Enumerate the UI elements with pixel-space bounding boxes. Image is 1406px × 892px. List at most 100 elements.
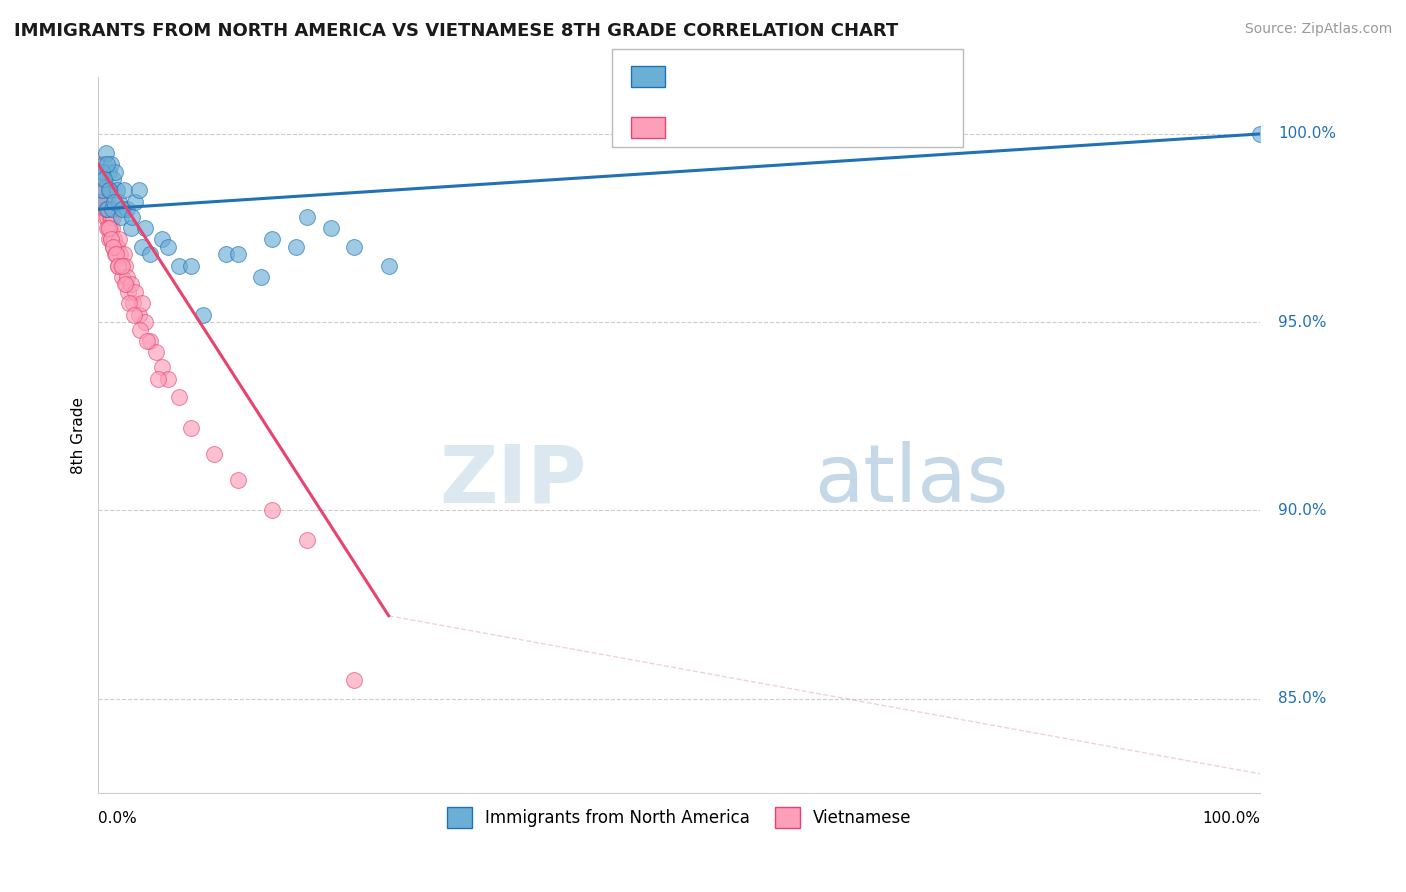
Point	[100, 232, 122, 246]
Point	[115, 277, 138, 292]
Point	[91, 164, 114, 178]
Text: 90.0%: 90.0%	[1278, 503, 1326, 518]
Point	[101, 210, 124, 224]
Point	[96, 157, 118, 171]
Point	[112, 247, 135, 261]
Point	[87, 164, 110, 178]
Point	[87, 164, 110, 178]
Point	[98, 221, 121, 235]
Text: 85.0%: 85.0%	[1278, 691, 1326, 706]
Point	[96, 145, 118, 160]
Text: R =: R =	[672, 69, 706, 83]
Point	[226, 247, 249, 261]
Point	[91, 172, 114, 186]
Point	[96, 194, 118, 209]
Point	[89, 183, 111, 197]
Point	[108, 247, 131, 261]
Point	[135, 334, 157, 348]
Point	[139, 247, 162, 261]
Point	[100, 232, 122, 246]
Text: IMMIGRANTS FROM NORTH AMERICA VS VIETNAMESE 8TH GRADE CORRELATION CHART: IMMIGRANTS FROM NORTH AMERICA VS VIETNAM…	[14, 22, 898, 40]
Point	[377, 259, 399, 273]
Point	[180, 259, 202, 273]
Point	[117, 285, 139, 299]
Point	[120, 221, 142, 235]
Point	[89, 172, 111, 186]
Point	[94, 172, 117, 186]
Point	[202, 447, 225, 461]
Point	[101, 172, 124, 186]
Text: 0.268: 0.268	[714, 69, 768, 83]
Point	[94, 202, 117, 217]
Point	[93, 157, 115, 171]
Point	[101, 202, 124, 217]
Point	[134, 221, 156, 235]
Point	[145, 345, 167, 359]
Point	[262, 503, 284, 517]
Point	[96, 210, 118, 224]
Point	[122, 308, 145, 322]
Point	[103, 232, 125, 246]
Point	[90, 183, 112, 197]
Point	[249, 269, 271, 284]
Point	[169, 391, 191, 405]
Point	[121, 210, 143, 224]
Point	[108, 232, 131, 246]
Point	[115, 202, 138, 217]
Point	[150, 360, 173, 375]
Point	[100, 157, 122, 171]
Point	[191, 308, 214, 322]
Point	[94, 210, 117, 224]
Point	[226, 473, 249, 487]
Point	[94, 183, 117, 197]
Point	[156, 371, 179, 385]
Text: N = 77: N = 77	[813, 120, 870, 134]
Point	[108, 194, 131, 209]
Point	[93, 194, 115, 209]
Point	[114, 259, 136, 273]
Point	[110, 210, 132, 224]
Text: R =: R =	[672, 120, 706, 134]
Point	[262, 232, 284, 246]
Point	[101, 240, 124, 254]
Point	[104, 247, 127, 261]
Point	[89, 172, 111, 186]
Point	[124, 285, 146, 299]
Point	[131, 240, 153, 254]
Point	[128, 308, 150, 322]
Point	[98, 202, 121, 217]
Text: atlas: atlas	[814, 442, 1010, 519]
Text: 95.0%: 95.0%	[1278, 315, 1326, 330]
Point	[107, 259, 129, 273]
Point	[343, 673, 366, 687]
Point	[111, 202, 134, 217]
Point	[105, 240, 128, 254]
Point	[1249, 127, 1271, 141]
Point	[98, 221, 121, 235]
Legend: Immigrants from North America, Vietnamese: Immigrants from North America, Vietnames…	[440, 801, 918, 834]
Point	[103, 194, 125, 209]
Point	[128, 323, 150, 337]
Point	[93, 183, 115, 197]
Point	[118, 296, 141, 310]
Point	[93, 202, 115, 217]
Point	[91, 172, 114, 186]
Point	[97, 232, 120, 246]
Text: 100.0%: 100.0%	[1202, 812, 1260, 827]
Point	[89, 194, 111, 209]
Point	[98, 183, 121, 197]
Point	[180, 420, 202, 434]
Point	[111, 269, 134, 284]
Point	[148, 371, 170, 385]
Point	[97, 221, 120, 235]
Point	[169, 259, 191, 273]
Point	[101, 240, 124, 254]
Point	[319, 221, 342, 235]
Text: 0.0%: 0.0%	[98, 812, 136, 827]
Point	[100, 210, 122, 224]
Point	[97, 164, 120, 178]
Point	[215, 247, 238, 261]
Point	[110, 259, 132, 273]
Point	[128, 183, 150, 197]
Point	[297, 533, 319, 548]
